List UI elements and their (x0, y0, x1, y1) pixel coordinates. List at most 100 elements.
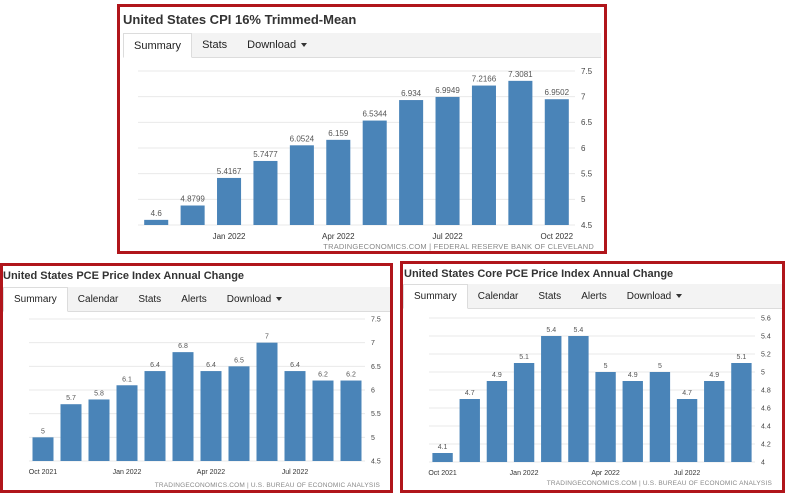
tab-stats[interactable]: Stats (138, 293, 162, 305)
x-tick-label: Apr 2022 (322, 232, 355, 241)
bar-data-label: 5.1 (519, 354, 529, 361)
bar-data-label: 4.9 (492, 372, 502, 379)
bar-data-label: 5.1 (737, 354, 747, 361)
bar[interactable] (312, 380, 334, 461)
bar[interactable] (541, 336, 562, 462)
bar[interactable] (144, 219, 169, 225)
tab-stats[interactable]: Stats (538, 290, 562, 302)
tab-download[interactable]: Download (617, 284, 692, 308)
bar[interactable] (508, 80, 533, 226)
bar[interactable] (116, 385, 138, 461)
bar[interactable] (432, 453, 453, 462)
core-pce-price-index-chart: 4 4.2 4.4 4.6 4.8 5 5.2 5.4 5.6 4.1 4.7 4.9 5.1 5.4 5.… (428, 315, 771, 477)
bar[interactable] (60, 404, 82, 461)
y-tick-label: 6.5 (581, 118, 593, 127)
y-tick-label: 4.8 (761, 387, 771, 394)
bar[interactable] (32, 437, 54, 461)
x-tick-label: Jan 2022 (113, 469, 142, 476)
tab-calendar[interactable]: Calendar (77, 293, 119, 305)
bar[interactable] (399, 100, 424, 225)
bar-data-label: 7.3081 (508, 70, 533, 79)
bar[interactable] (228, 366, 250, 461)
cpi-trimmed-mean-chart: 4.5 5 5.5 6 6.5 7 7.5 4.6 4.8799 5.4167 5.7477 6.05… (138, 67, 593, 241)
tab-alerts[interactable]: Alerts (581, 290, 607, 302)
panel-title: United States CPI 16% Trimmed-Mean (123, 12, 357, 27)
bar[interactable] (253, 160, 278, 225)
bar-data-label: 6.9502 (545, 88, 570, 97)
y-tick-label: 7.5 (371, 316, 381, 323)
y-tick-label: 5.5 (371, 411, 381, 418)
y-tick-label: 4.6 (761, 405, 771, 412)
chart-source: TRADINGECONOMICS.COM | U.S. BUREAU OF EC… (154, 482, 380, 489)
bar[interactable] (622, 381, 643, 462)
bar-data-label: 6.1 (122, 376, 132, 383)
bar[interactable] (172, 352, 194, 461)
bar[interactable] (704, 381, 725, 462)
bar-data-label: 5.7477 (253, 150, 278, 159)
bar-data-label: 5.8 (94, 390, 104, 397)
tab-alerts[interactable]: Alerts (181, 293, 207, 305)
bar[interactable] (459, 399, 480, 462)
bar-data-label: 7.2166 (472, 75, 497, 84)
bar[interactable] (486, 381, 508, 462)
bar[interactable] (88, 399, 110, 461)
bar-data-label: 5 (604, 363, 608, 370)
bar[interactable] (595, 372, 616, 462)
tab-download[interactable]: Download (217, 287, 292, 311)
bar-data-label: 4.7 (465, 390, 475, 397)
x-tick-label: Oct 2021 (428, 470, 457, 477)
caret-down-icon (301, 43, 308, 47)
y-tick-label: 5.6 (761, 315, 771, 322)
bar-data-label: 4.1 (438, 444, 448, 451)
tab-summary[interactable]: Summary (3, 287, 68, 312)
y-tick-label: 6 (581, 144, 586, 153)
pce-price-index-chart: 4.5 5 5.5 6 6.5 7 7.5 5 5.7 5.8 6.1 6.4 6.8 6.4 6.5 7 6.… (29, 316, 381, 476)
tab-stats[interactable]: Stats (202, 39, 228, 51)
bar-data-label: 5.7 (66, 395, 76, 402)
bar[interactable] (544, 99, 569, 225)
tab-summary[interactable]: Summary (123, 33, 193, 58)
bar[interactable] (284, 371, 306, 461)
bar-data-label: 6.4 (150, 362, 160, 369)
bar[interactable] (676, 399, 698, 462)
bar-data-label: 5 (658, 363, 662, 370)
y-tick-label: 4.4 (761, 423, 771, 430)
caret-down-icon (276, 297, 283, 301)
y-tick-label: 5.2 (761, 351, 771, 358)
x-tick-label: Jul 2022 (432, 232, 463, 241)
bar[interactable] (649, 372, 671, 462)
bar-data-label: 6.4 (290, 362, 300, 369)
bar[interactable] (144, 371, 166, 461)
bar[interactable] (435, 96, 460, 225)
bar[interactable] (200, 371, 222, 461)
bar[interactable] (568, 336, 589, 462)
bar[interactable] (731, 363, 752, 462)
bar[interactable] (217, 177, 242, 225)
bar-data-label: 5.4 (546, 327, 556, 334)
y-tick-label: 4.2 (761, 441, 771, 448)
panel-title: United States Core PCE Price Index Annua… (404, 268, 674, 280)
x-tick-label: Jan 2022 (213, 232, 246, 241)
bar[interactable] (289, 145, 314, 225)
y-tick-label: 5 (761, 369, 765, 376)
y-tick-label: 4 (761, 459, 765, 466)
bar[interactable] (180, 205, 205, 225)
y-tick-label: 5 (581, 195, 586, 204)
x-tick-label: Jul 2022 (674, 470, 701, 477)
y-tick-label: 6.5 (371, 364, 381, 371)
tab-calendar[interactable]: Calendar (477, 290, 519, 302)
bar[interactable] (471, 85, 496, 225)
bar[interactable] (340, 380, 362, 461)
bar[interactable] (256, 342, 278, 461)
tab-download-label: Download (226, 293, 272, 305)
bar-data-label: 6.2 (346, 372, 356, 379)
y-tick-label: 6 (371, 387, 375, 394)
x-tick-label: Oct 2022 (541, 232, 574, 241)
bar[interactable] (362, 120, 387, 225)
tab-download[interactable]: Download (237, 33, 317, 57)
bar[interactable] (326, 139, 351, 225)
panel-tabs: Summary Stats Download (123, 33, 601, 58)
tab-summary[interactable]: Summary (403, 284, 468, 309)
chart-source: TRADINGECONOMICS.COM | U.S. BUREAU OF EC… (546, 480, 772, 487)
bar[interactable] (513, 363, 535, 462)
